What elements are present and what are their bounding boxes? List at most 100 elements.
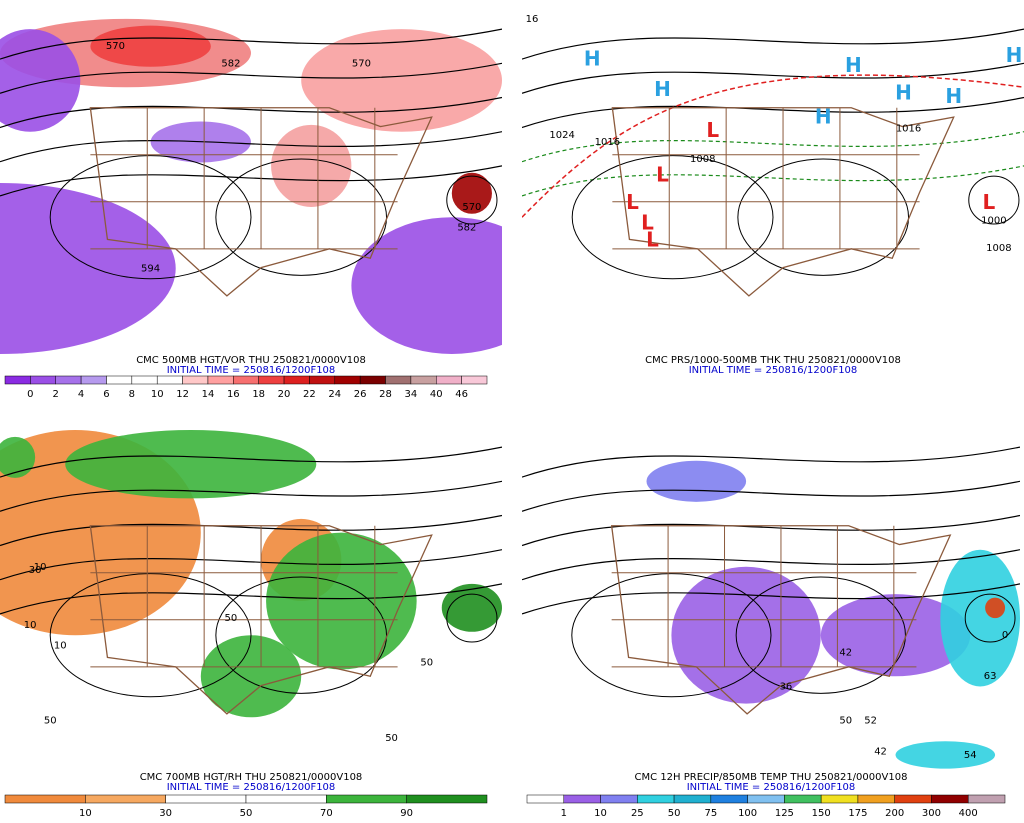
map-label: 52 [864,716,877,727]
map-shading [671,566,821,704]
contour-line [964,593,1016,643]
colorbar-label: 50 [668,808,681,819]
colorbar-swatch [233,375,259,385]
map-background [522,12,1024,354]
map-label: 1016 [896,123,921,134]
contour-line [0,549,502,581]
country-border [89,107,433,297]
map-panel: 10 10 10 50 50 50 50 30 [0,430,502,772]
initial-time: INITIAL TIME = 250816/1200F108 [689,365,858,376]
colorbar-swatch [820,794,859,804]
colorbar-swatch [747,794,785,804]
map-label: 10 [34,562,47,573]
map-label: 16 [526,14,539,25]
map-label: L [982,190,995,214]
contour-line [571,155,774,280]
map-label: 50 [420,658,433,669]
colorbar-swatch [85,794,166,804]
colorbar-label: 25 [631,808,644,819]
colorbar-swatch [106,375,133,385]
map-shading [820,594,971,677]
colorbar-swatch [131,375,158,385]
colorbar-swatch [385,375,412,385]
map-label: H [584,46,601,70]
map-label: L [626,190,639,214]
contour-line [737,158,910,276]
map-panel: 36 42 42 50 52 54 63 0 [522,430,1020,772]
contour-line [49,573,252,698]
map-label: L [656,163,669,187]
colorbar-swatch [563,794,601,804]
map-label: 594 [141,264,160,275]
map-label: 570 [352,58,371,69]
map-shading [65,430,317,499]
country-border [89,525,433,715]
contour-line [968,175,1020,225]
country-border [611,107,955,297]
contour-line [0,480,502,512]
map-shading [895,741,996,769]
contour-line [446,175,498,225]
colorbar-label: 10 [151,389,164,400]
colorbar-swatch [156,375,183,385]
colorbar-swatch [165,794,247,804]
initial-time: INITIAL TIME = 250816/1200F108 [167,365,336,376]
contour-line [522,446,1020,478]
map-label: 1008 [986,243,1011,254]
map-label: 42 [839,647,852,658]
contour-line [522,514,1020,547]
map-label: 0 [1002,630,1008,641]
colorbar-label: 1 [561,808,567,819]
colorbar-swatch [857,794,895,804]
colorbar-label: 14 [202,389,215,400]
colorbar-label: 20 [278,389,291,400]
map-label: 582 [221,58,240,69]
map-label: 36 [780,682,793,693]
initial-time: INITIAL TIME = 250816/1200F108 [687,782,856,793]
contour-line [522,549,1020,581]
colorbar-swatch [182,375,209,385]
colorbar-swatch [600,794,638,804]
colorbar-swatch [207,375,234,385]
map-shading [646,460,747,502]
map-label: 50 [839,716,852,727]
contour-line [522,583,1020,615]
colorbar-label: 34 [405,389,418,400]
map-shading [301,29,502,132]
map-shading [0,29,81,132]
colorbar-swatch [526,794,565,804]
colorbar-label: 16 [227,389,240,400]
map-label: 42 [874,746,887,757]
contour-line [0,583,502,615]
contour-line [522,28,1024,60]
colorbar-swatch [673,794,712,804]
colorbar-label: 28 [379,389,392,400]
colorbar-swatch [258,375,285,385]
map-shading [441,583,502,632]
colorbar-swatch [406,794,488,804]
map-shading [451,172,492,214]
map-panel: 570 582 570 582 594 570 [0,12,502,354]
colorbar-label: 30 [159,808,172,819]
map-label: H [815,105,832,129]
thickness-line [522,74,1024,218]
map-label: H [654,77,671,101]
colorbar-label: 22 [303,389,316,400]
map-label: 1008 [690,154,715,165]
map-label: 570 [462,202,481,213]
colorbar-label: 40 [430,389,443,400]
map-caption: CMC 500MB HGT/VOR THU 250821/0000V108 [136,355,366,366]
colorbar-swatch [410,375,437,385]
map-layer: 10 10 10 50 50 50 50 30 [0,430,502,744]
contour-line [0,131,502,163]
colorbar-swatch [931,794,969,804]
map-label: H [845,53,862,77]
map-shading [266,532,417,670]
colorbar-label: 24 [328,389,341,400]
colorbar-label: 18 [252,389,265,400]
initial-time: INITIAL TIME = 250816/1200F108 [167,782,336,793]
map-label: 1024 [549,130,574,141]
contour-line [571,573,772,698]
colorbar-label: 300 [922,808,941,819]
map-label: 50 [225,613,238,624]
